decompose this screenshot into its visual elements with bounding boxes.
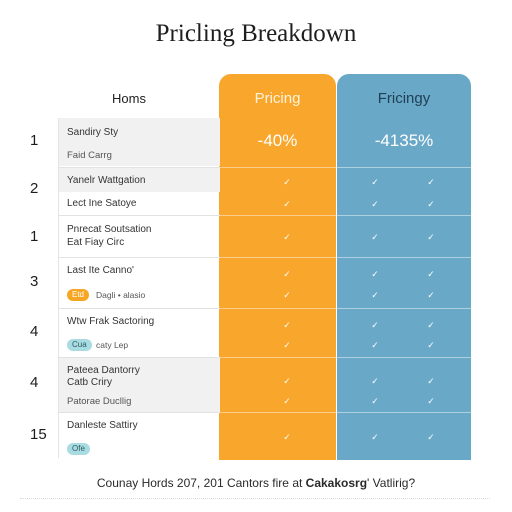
checkmark-icon: ✓ <box>427 340 435 350</box>
row-divider <box>58 167 220 168</box>
column-divider <box>219 357 336 358</box>
checkmark-icon: ✓ <box>283 396 291 406</box>
row-feature-sublabel: Lect Ine Satoye <box>67 198 137 209</box>
checkmark-icon: ✓ <box>283 269 291 279</box>
plan-discount-standard: -40% <box>257 131 298 150</box>
badge-note: Dagli • alasio <box>96 290 146 300</box>
checkmark-icon: ✓ <box>427 199 435 209</box>
column-divider <box>337 167 471 168</box>
column-divider <box>337 412 471 413</box>
checkmark-icon: ✓ <box>427 320 435 330</box>
checkmark-icon: ✓ <box>371 320 379 330</box>
items-column-header: Homs <box>112 91 146 106</box>
footer-note: Counay Hords 207, 201 Cantors fire at Ca… <box>96 476 416 490</box>
table-row-band <box>58 118 220 166</box>
row-number: 1 <box>30 132 39 149</box>
row-divider <box>58 215 220 216</box>
column-divider <box>337 257 471 258</box>
row-feature-sublabel: Patorae Ducllig <box>67 396 132 407</box>
row-number: 2 <box>30 180 39 197</box>
checkmark-icon: ✓ <box>283 432 291 442</box>
page-title: Pricling Breakdown <box>155 20 357 47</box>
row-divider <box>58 412 220 413</box>
checkmark-icon: ✓ <box>283 199 291 209</box>
table-row-band <box>58 358 220 412</box>
column-divider <box>337 308 471 309</box>
row-number: 4 <box>30 323 39 340</box>
plan-discount-premium: -4135% <box>374 131 434 150</box>
checkmark-icon: ✓ <box>371 340 379 350</box>
checkmark-icon: ✓ <box>371 232 379 242</box>
column-divider <box>219 167 336 168</box>
table-left-edge <box>58 118 59 458</box>
checkmark-icon: ✓ <box>283 376 291 386</box>
row-feature-sublabel: Faid Carrg <box>67 150 112 161</box>
plan-column-standard[interactable] <box>219 74 336 462</box>
row-number: 15 <box>30 426 47 443</box>
checkmark-icon: ✓ <box>427 432 435 442</box>
checkmark-icon: ✓ <box>371 396 379 406</box>
checkmark-icon: ✓ <box>283 320 291 330</box>
row-feature-label: Last Ite Canno' <box>67 265 134 276</box>
checkmark-icon: ✓ <box>371 376 379 386</box>
row-feature-label: Pateea Dantorry <box>67 365 140 376</box>
checkmark-icon: ✓ <box>283 232 291 242</box>
checkmark-icon: ✓ <box>283 340 291 350</box>
checkmark-icon: ✓ <box>371 199 379 209</box>
row-divider <box>58 308 220 309</box>
checkmark-icon: ✓ <box>371 269 379 279</box>
plan-name-premium: Fricingy <box>377 90 431 107</box>
checkmark-icon: ✓ <box>283 290 291 300</box>
row-number: 3 <box>30 273 39 290</box>
column-divider <box>219 412 336 413</box>
checkmark-icon: ✓ <box>427 269 435 279</box>
checkmark-icon: ✓ <box>427 177 435 187</box>
column-divider <box>219 215 336 216</box>
plan-name-standard: Pricing <box>254 90 301 107</box>
status-badge: Cua <box>67 339 92 351</box>
footer-panel <box>28 460 488 504</box>
checkmark-icon: ✓ <box>427 290 435 300</box>
row-feature-label: Pnrecat Soutsation <box>67 224 152 235</box>
row-feature-label: Danleste Sattiry <box>67 420 138 431</box>
footer-highlight: Cakakosrg <box>305 476 368 490</box>
checkmark-icon: ✓ <box>427 396 435 406</box>
row-number: 1 <box>30 228 39 245</box>
status-badge: Ofe <box>67 443 90 455</box>
checkmark-icon: ✓ <box>283 177 291 187</box>
row-number: 4 <box>30 374 39 391</box>
row-divider <box>58 257 220 258</box>
row-feature-label: Wtw Frak Sactoring <box>67 316 155 327</box>
column-divider <box>219 257 336 258</box>
row-feature-label: Sandiry Sty <box>67 127 119 138</box>
status-badge: Etd <box>67 289 90 301</box>
table-row-band <box>58 168 220 192</box>
checkmark-icon: ✓ <box>371 432 379 442</box>
column-divider <box>337 215 471 216</box>
checkmark-icon: ✓ <box>371 177 379 187</box>
row-feature-sublabel: Catb Criry <box>67 377 113 388</box>
checkmark-icon: ✓ <box>371 290 379 300</box>
row-divider <box>58 357 220 358</box>
row-feature-sublabel: Eat Fiay Circ <box>67 237 125 248</box>
checkmark-icon: ✓ <box>427 232 435 242</box>
column-divider <box>337 357 471 358</box>
badge-note: caty Lep <box>96 340 129 350</box>
row-feature-label: Yanelr Wattgation <box>67 175 146 186</box>
checkmark-icon: ✓ <box>427 376 435 386</box>
bottom-divider <box>20 498 490 505</box>
column-divider <box>219 308 336 309</box>
plan-column-premium[interactable] <box>337 74 471 462</box>
